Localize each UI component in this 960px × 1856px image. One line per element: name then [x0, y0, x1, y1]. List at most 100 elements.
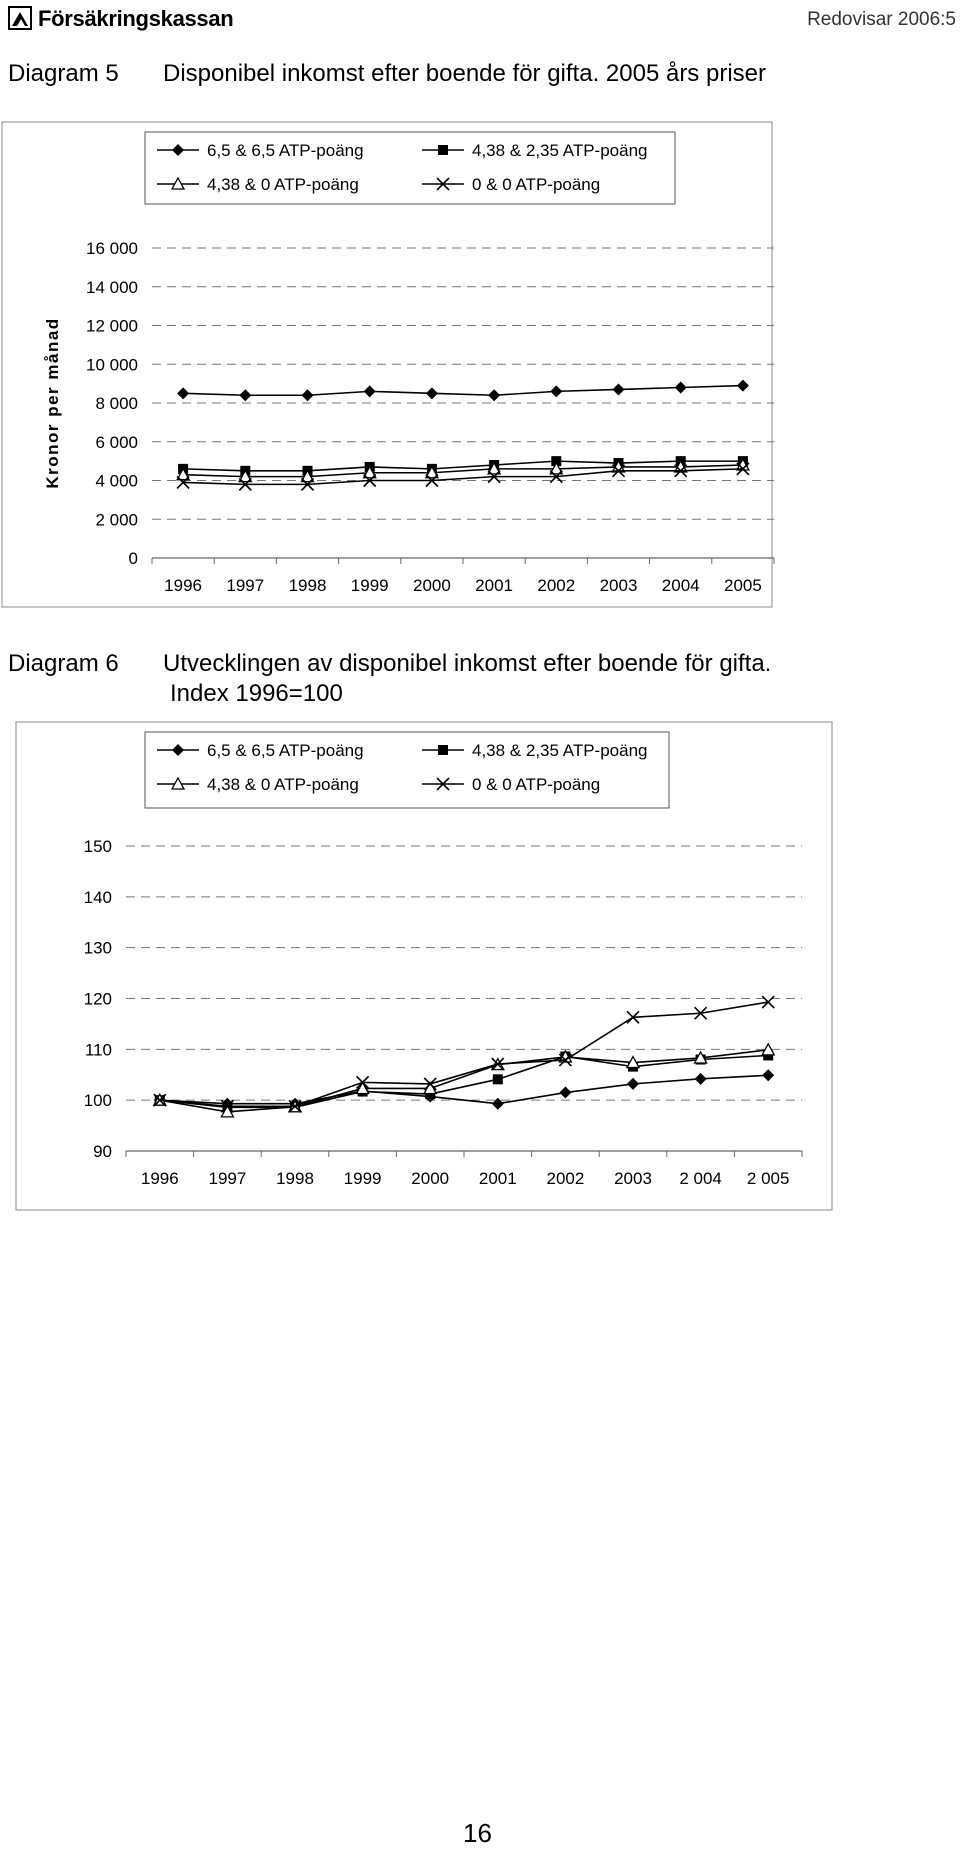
x-tick-label: 2 005: [747, 1169, 790, 1188]
data-point: [674, 464, 688, 478]
data-point: [363, 385, 376, 398]
series-line: [159, 1054, 769, 1109]
x-tick-label: 1996: [164, 576, 202, 595]
x-tick-label: 2003: [600, 576, 638, 595]
y-tick-label: 90: [93, 1142, 112, 1161]
data-point: [611, 464, 626, 478]
logo-text: Försäkringskassan: [38, 6, 234, 31]
x-tick-label: 2002: [546, 1169, 584, 1188]
series-line: [183, 384, 743, 397]
data-point: [176, 467, 191, 481]
data-point: [153, 1093, 167, 1107]
legend-label: 4,38 & 2,35 ATP-poäng: [472, 741, 647, 760]
legend-entry-2: 4,38 & 2,35 ATP-poäng: [422, 141, 647, 160]
data-point: [761, 1042, 776, 1056]
y-tick-label: 10 000: [86, 355, 138, 374]
data-point: [736, 462, 750, 476]
legend-box: [144, 731, 670, 809]
series-line: [183, 464, 743, 478]
legend-marker-triangle: [170, 176, 186, 190]
data-point: [488, 389, 501, 402]
legend-marker-x: [436, 177, 450, 191]
data-point: [363, 473, 377, 488]
legend-entry-4: 0 & 0 ATP-poäng: [422, 775, 600, 794]
data-point: [694, 1072, 707, 1085]
data-point: [693, 1050, 708, 1064]
data-point: [762, 1069, 775, 1082]
x-tick-label: 2004: [662, 576, 700, 595]
data-point: [238, 469, 253, 483]
data-point: [736, 379, 749, 392]
data-point: [491, 1097, 504, 1110]
chart-frame: [15, 721, 833, 1211]
page-number: 16: [463, 1818, 492, 1848]
legend-entry-3: 4,38 & 0 ATP-poäng: [157, 775, 359, 794]
data-point: [176, 475, 190, 490]
x-tick-label: 1998: [276, 1169, 314, 1188]
y-tick-label: 6 000: [95, 433, 138, 452]
y-tick-label: 150: [84, 837, 112, 856]
legend-entry-1: 6,5 & 6,5 ATP-poäng: [157, 741, 364, 760]
data-point: [549, 470, 563, 484]
series-1: [177, 379, 749, 402]
y-tick-label: 12 000: [86, 317, 138, 336]
data-point: [612, 383, 625, 396]
data-point: [288, 1099, 302, 1113]
x-tick-label: 1997: [208, 1169, 246, 1188]
data-point: [558, 1053, 572, 1067]
x-tick-label: 1999: [351, 576, 389, 595]
legend-marker-square: [438, 745, 448, 755]
data-point: [425, 473, 439, 488]
legend-entry-3: 4,38 & 0 ATP-poäng: [157, 175, 359, 194]
y-axis-label: Kronor per månad: [43, 317, 62, 488]
data-point: [220, 1099, 234, 1113]
y-tick-label: 4 000: [95, 472, 138, 491]
x-tick-label: 2001: [475, 576, 513, 595]
legend-marker-triangle: [170, 776, 186, 790]
diagram6-label: Diagram 6: [8, 650, 119, 677]
series-2: [178, 456, 748, 476]
x-tick-label: 2005: [724, 576, 762, 595]
y-tick-label: 120: [84, 990, 112, 1009]
legend-marker-diamond: [172, 144, 184, 156]
data-point: [674, 381, 687, 394]
y-tick-label: 0: [129, 549, 138, 568]
data-point: [239, 389, 252, 402]
data-point: [355, 1081, 370, 1095]
chart-2: 6,5 & 6,5 ATP-poäng 4,38 & 2,35 ATP-poäng…: [15, 721, 833, 1211]
x-tick-label: 2 004: [679, 1169, 722, 1188]
diagram6-title-line1: Utvecklingen av disponibel inkomst efter…: [163, 650, 772, 677]
y-tick-label: 16 000: [86, 239, 138, 258]
data-point: [238, 477, 252, 491]
legend-box: [144, 131, 676, 205]
data-point: [424, 465, 439, 479]
y-tick-label: 14 000: [86, 278, 138, 297]
data-point: [761, 995, 775, 1009]
data-point: [627, 1077, 639, 1090]
legend-entry-4: 0 & 0 ATP-poäng: [422, 175, 600, 194]
legend-label: 6,5 & 6,5 ATP-poäng: [207, 741, 364, 760]
series-line: [159, 1049, 769, 1113]
series-line: [183, 468, 743, 486]
logo-icon: [8, 6, 32, 30]
legend-marker-diamond: [172, 744, 184, 756]
data-point: [301, 389, 314, 402]
data-point: [423, 1077, 437, 1091]
legend-label: 4,38 & 0 ATP-poäng: [207, 175, 359, 194]
x-tick-label: 2002: [537, 576, 575, 595]
data-point: [487, 470, 501, 484]
data-point: [625, 1055, 641, 1069]
legend-label: 0 & 0 ATP-poäng: [472, 175, 600, 194]
data-point: [559, 1086, 572, 1099]
data-point: [694, 1006, 708, 1020]
diagram6-title-line2: Index 1996=100: [170, 680, 343, 707]
series-line: [159, 1001, 769, 1108]
legend-label: 4,38 & 0 ATP-poäng: [207, 775, 359, 794]
data-point: [491, 1057, 505, 1071]
legend-marker-x: [436, 777, 450, 791]
series-4: [153, 995, 775, 1113]
data-point: [487, 461, 502, 475]
x-tick-label: 1999: [344, 1169, 382, 1188]
y-tick-label: 140: [84, 888, 112, 907]
y-tick-label: 100: [84, 1091, 112, 1110]
